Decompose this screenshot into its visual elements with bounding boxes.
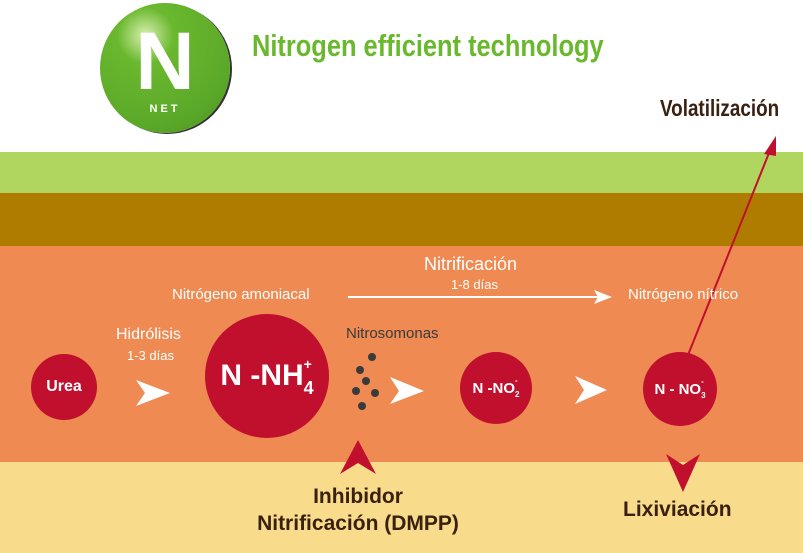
page-title: Nitrogen efficient technology xyxy=(252,28,604,63)
label-nitrificacion-days: 1-8 días xyxy=(451,277,498,292)
volatilization-arrow-line xyxy=(687,147,772,356)
chevron-arrow-icon xyxy=(390,377,424,404)
node-nh4-base: N -NH xyxy=(220,359,304,392)
label-hidrolisis-days: 1-3 días xyxy=(127,348,174,363)
label-nitrosomonas: Nitrosomonas xyxy=(346,325,439,342)
node-nh4: N -NH +4 xyxy=(205,314,329,438)
label-inhibidor-line2: Nitrificación (DMPP) xyxy=(257,512,459,535)
node-no2-base: N -NO xyxy=(472,379,516,397)
label-volatilizacion: Volatilización xyxy=(660,95,780,121)
node-no2: N -NO - 2 xyxy=(460,352,532,424)
volatilization-arrowhead xyxy=(764,136,776,156)
node-urea-label: Urea xyxy=(46,378,82,395)
node-nh4-sup: + xyxy=(303,356,312,372)
node-urea: Urea xyxy=(31,354,97,420)
node-no3-base: N - NO xyxy=(654,380,702,398)
nitrosomonas-bacteria xyxy=(352,353,379,410)
topsoil-layer xyxy=(0,193,803,246)
logo-subtext: NET xyxy=(149,103,181,115)
leaching-arrow-icon xyxy=(666,454,700,492)
logo-letter: N xyxy=(135,16,195,107)
chevron-arrow-icon xyxy=(575,376,607,404)
nitrification-arrowhead xyxy=(594,290,612,304)
inhibitor-arrow-icon xyxy=(340,440,376,474)
node-no3-sub: 3 xyxy=(701,391,706,400)
label-nitrogeno-amoniacal: Nitrógeno amoniacal xyxy=(172,286,310,303)
label-inhibidor-line1: Inhibidor xyxy=(313,485,403,508)
grass-layer xyxy=(0,152,803,193)
label-inhibidor: Inhibidor Nitrificación (DMPP) xyxy=(250,483,466,537)
chevron-arrow-icon xyxy=(136,380,170,406)
node-nh4-sub: 4 xyxy=(303,378,314,398)
label-nitrificacion: Nitrificación xyxy=(424,254,518,274)
label-lixiviacion: Lixiviación xyxy=(623,498,732,521)
node-no2-sup: - xyxy=(515,376,518,385)
node-no3-sup: - xyxy=(701,377,704,386)
node-no3: N - NO - 3 xyxy=(643,352,717,426)
label-nitrogeno-nitrico: Nitrógeno nítrico xyxy=(628,286,739,303)
label-hidrolisis: Hidrólisis xyxy=(116,326,181,343)
node-no2-sub: 2 xyxy=(515,390,520,399)
net-logo: N NET xyxy=(100,3,230,133)
subsoil-layer xyxy=(0,462,803,553)
